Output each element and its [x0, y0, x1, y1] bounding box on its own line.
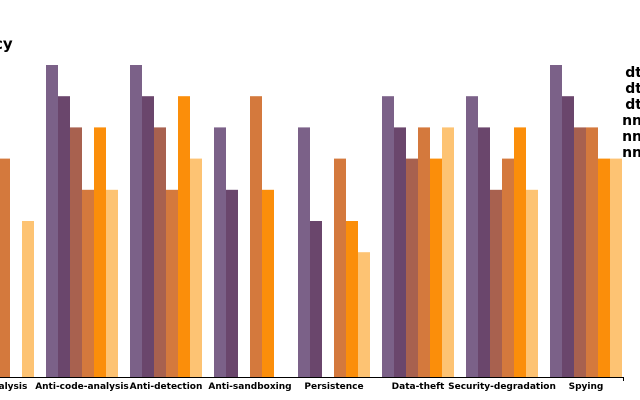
- x-tick-label: Spying: [569, 382, 604, 392]
- bar: [610, 158, 622, 377]
- bar: [166, 189, 178, 377]
- bar: [466, 96, 478, 377]
- x-tick-label: Anti-sandboxing: [208, 382, 291, 392]
- bar: [562, 96, 574, 377]
- bar: [382, 96, 394, 377]
- bar: [394, 127, 406, 378]
- bar: [574, 127, 586, 378]
- bar: [226, 189, 238, 377]
- bar: [58, 96, 70, 377]
- bar: [94, 127, 106, 378]
- bar: [526, 189, 538, 377]
- x-tick-label: Data-theft: [392, 382, 445, 392]
- x-tick-label: Anti-detection: [130, 382, 203, 392]
- bar: [478, 127, 490, 378]
- legend-label: dt: [625, 97, 640, 113]
- bar: [142, 96, 154, 377]
- bar: [358, 252, 370, 377]
- x-tick-label: Security-degradation: [448, 382, 556, 392]
- bar: [310, 221, 322, 377]
- bar: [430, 158, 442, 377]
- bar: [46, 65, 58, 377]
- bar: [190, 158, 202, 377]
- bar: [346, 221, 358, 377]
- bar: [418, 127, 430, 378]
- bar: [586, 127, 598, 378]
- bar: [178, 96, 190, 377]
- legend-label: dt: [625, 81, 640, 97]
- bar: [154, 127, 166, 378]
- bar: [490, 189, 502, 377]
- x-tick-group: ral-analysis Anti-code-analysisAnti-detec…: [0, 377, 624, 392]
- x-tick-label: Anti-code-analysis: [35, 382, 129, 392]
- bars-group: [0, 65, 622, 378]
- bar: [130, 65, 142, 377]
- bar: [442, 127, 454, 378]
- legend-label: nn: [622, 129, 640, 145]
- bar: [106, 189, 118, 377]
- bar: [250, 96, 262, 377]
- bar: [406, 158, 418, 377]
- bar: [298, 127, 310, 378]
- bar: [514, 127, 526, 378]
- x-tick-label: Persistence: [304, 382, 363, 392]
- x-tick-label: ral-analysis: [0, 382, 27, 392]
- bar: [70, 127, 82, 378]
- bar: [214, 127, 226, 378]
- bar: [334, 158, 346, 377]
- bar: [550, 65, 562, 377]
- bar: [502, 158, 514, 377]
- legend-label: nn: [622, 113, 640, 129]
- legend-label: dt: [625, 65, 640, 81]
- bar: [598, 158, 610, 377]
- legend-label: nn: [622, 145, 640, 161]
- chart-title: cy: [0, 35, 13, 53]
- bar: [0, 158, 10, 377]
- bar: [262, 189, 274, 377]
- bar: [82, 189, 94, 377]
- bar: [22, 221, 34, 377]
